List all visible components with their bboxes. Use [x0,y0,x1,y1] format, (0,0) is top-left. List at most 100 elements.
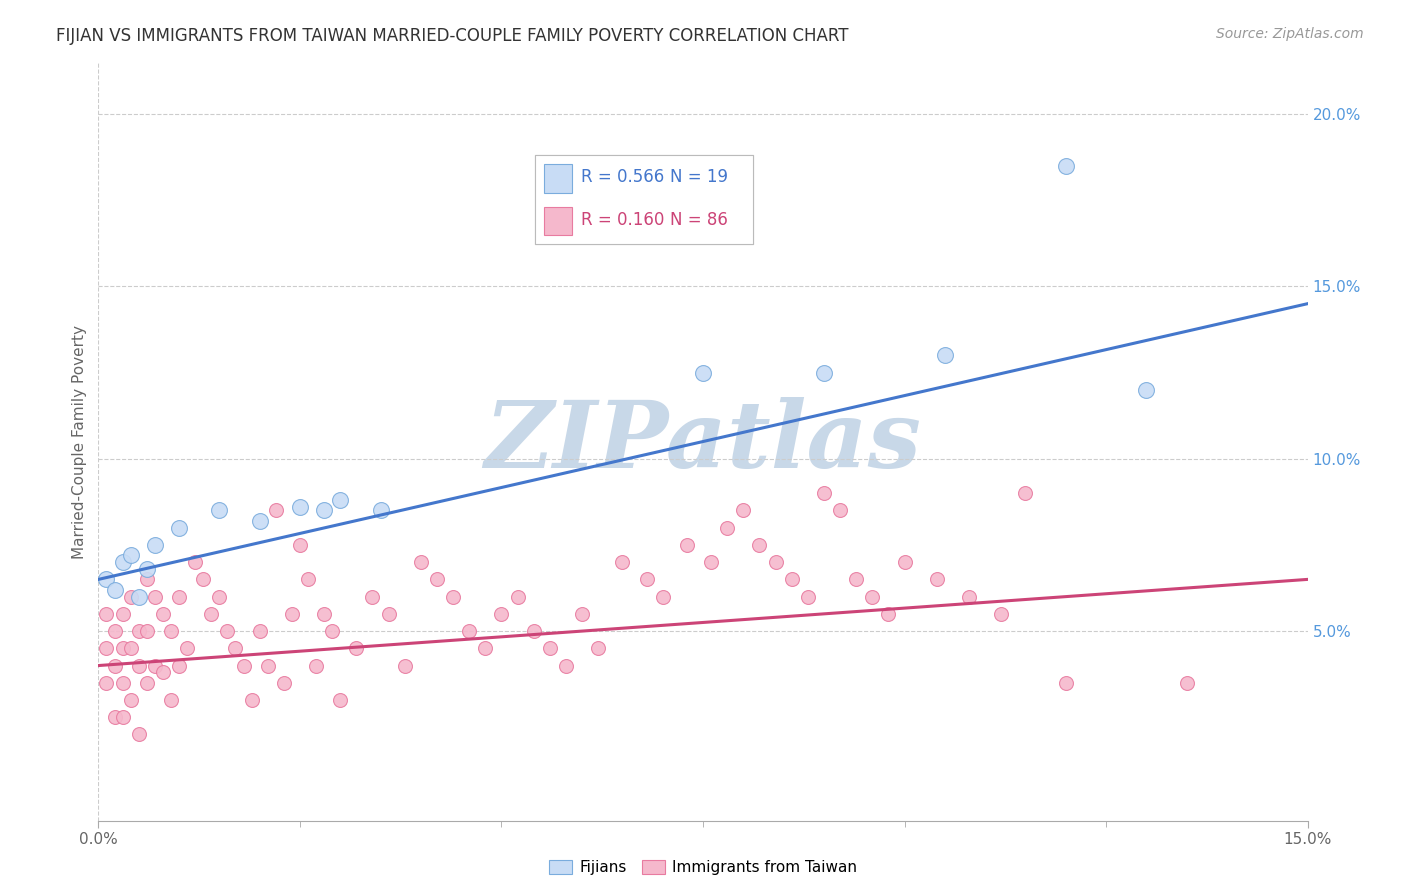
Point [474,641,496,656]
Point [249,624,271,639]
Point [96,675,118,690]
Point [273,675,295,690]
Point [111,641,134,656]
Point [636,573,658,587]
Point [128,658,150,673]
Point [152,607,174,621]
Point [813,366,835,380]
Point [167,521,190,535]
Point [200,607,222,621]
Point [143,538,166,552]
Point [135,562,157,576]
Point [1054,675,1077,690]
FancyBboxPatch shape [544,164,572,193]
Point [780,573,803,587]
Point [797,590,820,604]
Point [288,538,311,552]
Text: Source: ZipAtlas.com: Source: ZipAtlas.com [1216,27,1364,41]
Point [103,710,125,724]
Point [240,693,263,707]
Point [1135,383,1157,397]
Point [700,555,723,569]
Point [217,624,239,639]
Point [160,693,183,707]
Legend: Fijians, Immigrants from Taiwan: Fijians, Immigrants from Taiwan [543,854,863,881]
Point [813,486,835,500]
FancyBboxPatch shape [536,155,754,244]
Point [990,607,1012,621]
Point [288,500,311,514]
Point [426,573,449,587]
Point [264,503,287,517]
Point [377,607,399,621]
Point [612,555,634,569]
Point [256,658,278,673]
Point [224,641,246,656]
Point [523,624,546,639]
Text: R = 0.160: R = 0.160 [581,211,665,229]
Point [111,710,134,724]
Point [748,538,770,552]
Point [1175,675,1198,690]
Point [120,641,142,656]
Point [167,590,190,604]
Point [184,555,207,569]
Point [555,658,578,673]
Point [651,590,673,604]
Point [329,693,352,707]
Point [586,641,609,656]
FancyBboxPatch shape [544,207,572,235]
Point [208,503,231,517]
Point [297,573,319,587]
Point [329,493,352,508]
Point [96,607,118,621]
Y-axis label: Married-Couple Family Poverty: Married-Couple Family Poverty [72,325,87,558]
Point [281,607,304,621]
Text: R = 0.566: R = 0.566 [581,169,665,186]
Point [111,607,134,621]
Point [925,573,948,587]
Point [128,727,150,741]
Point [571,607,593,621]
Point [135,573,157,587]
Point [828,503,851,517]
Text: ZIPatlas: ZIPatlas [485,397,921,486]
Text: N = 86: N = 86 [671,211,728,229]
Point [344,641,367,656]
Point [716,521,738,535]
Point [152,665,174,680]
Text: N = 19: N = 19 [671,169,728,186]
Point [765,555,787,569]
Point [135,675,157,690]
Point [193,573,215,587]
Point [96,573,118,587]
Point [506,590,529,604]
Point [538,641,561,656]
Point [111,555,134,569]
Point [305,658,328,673]
Point [361,590,384,604]
Point [491,607,513,621]
Point [103,658,125,673]
Point [314,503,336,517]
Point [877,607,900,621]
Point [249,514,271,528]
Point [860,590,883,604]
Point [1014,486,1036,500]
Point [128,590,150,604]
Point [893,555,915,569]
Point [160,624,183,639]
Point [103,582,125,597]
Point [409,555,432,569]
Point [167,658,190,673]
Point [394,658,416,673]
Point [176,641,198,656]
Point [103,624,125,639]
Point [934,348,956,362]
Point [845,573,868,587]
Point [458,624,481,639]
Point [120,590,142,604]
Point [441,590,464,604]
Point [128,624,150,639]
Point [143,658,166,673]
